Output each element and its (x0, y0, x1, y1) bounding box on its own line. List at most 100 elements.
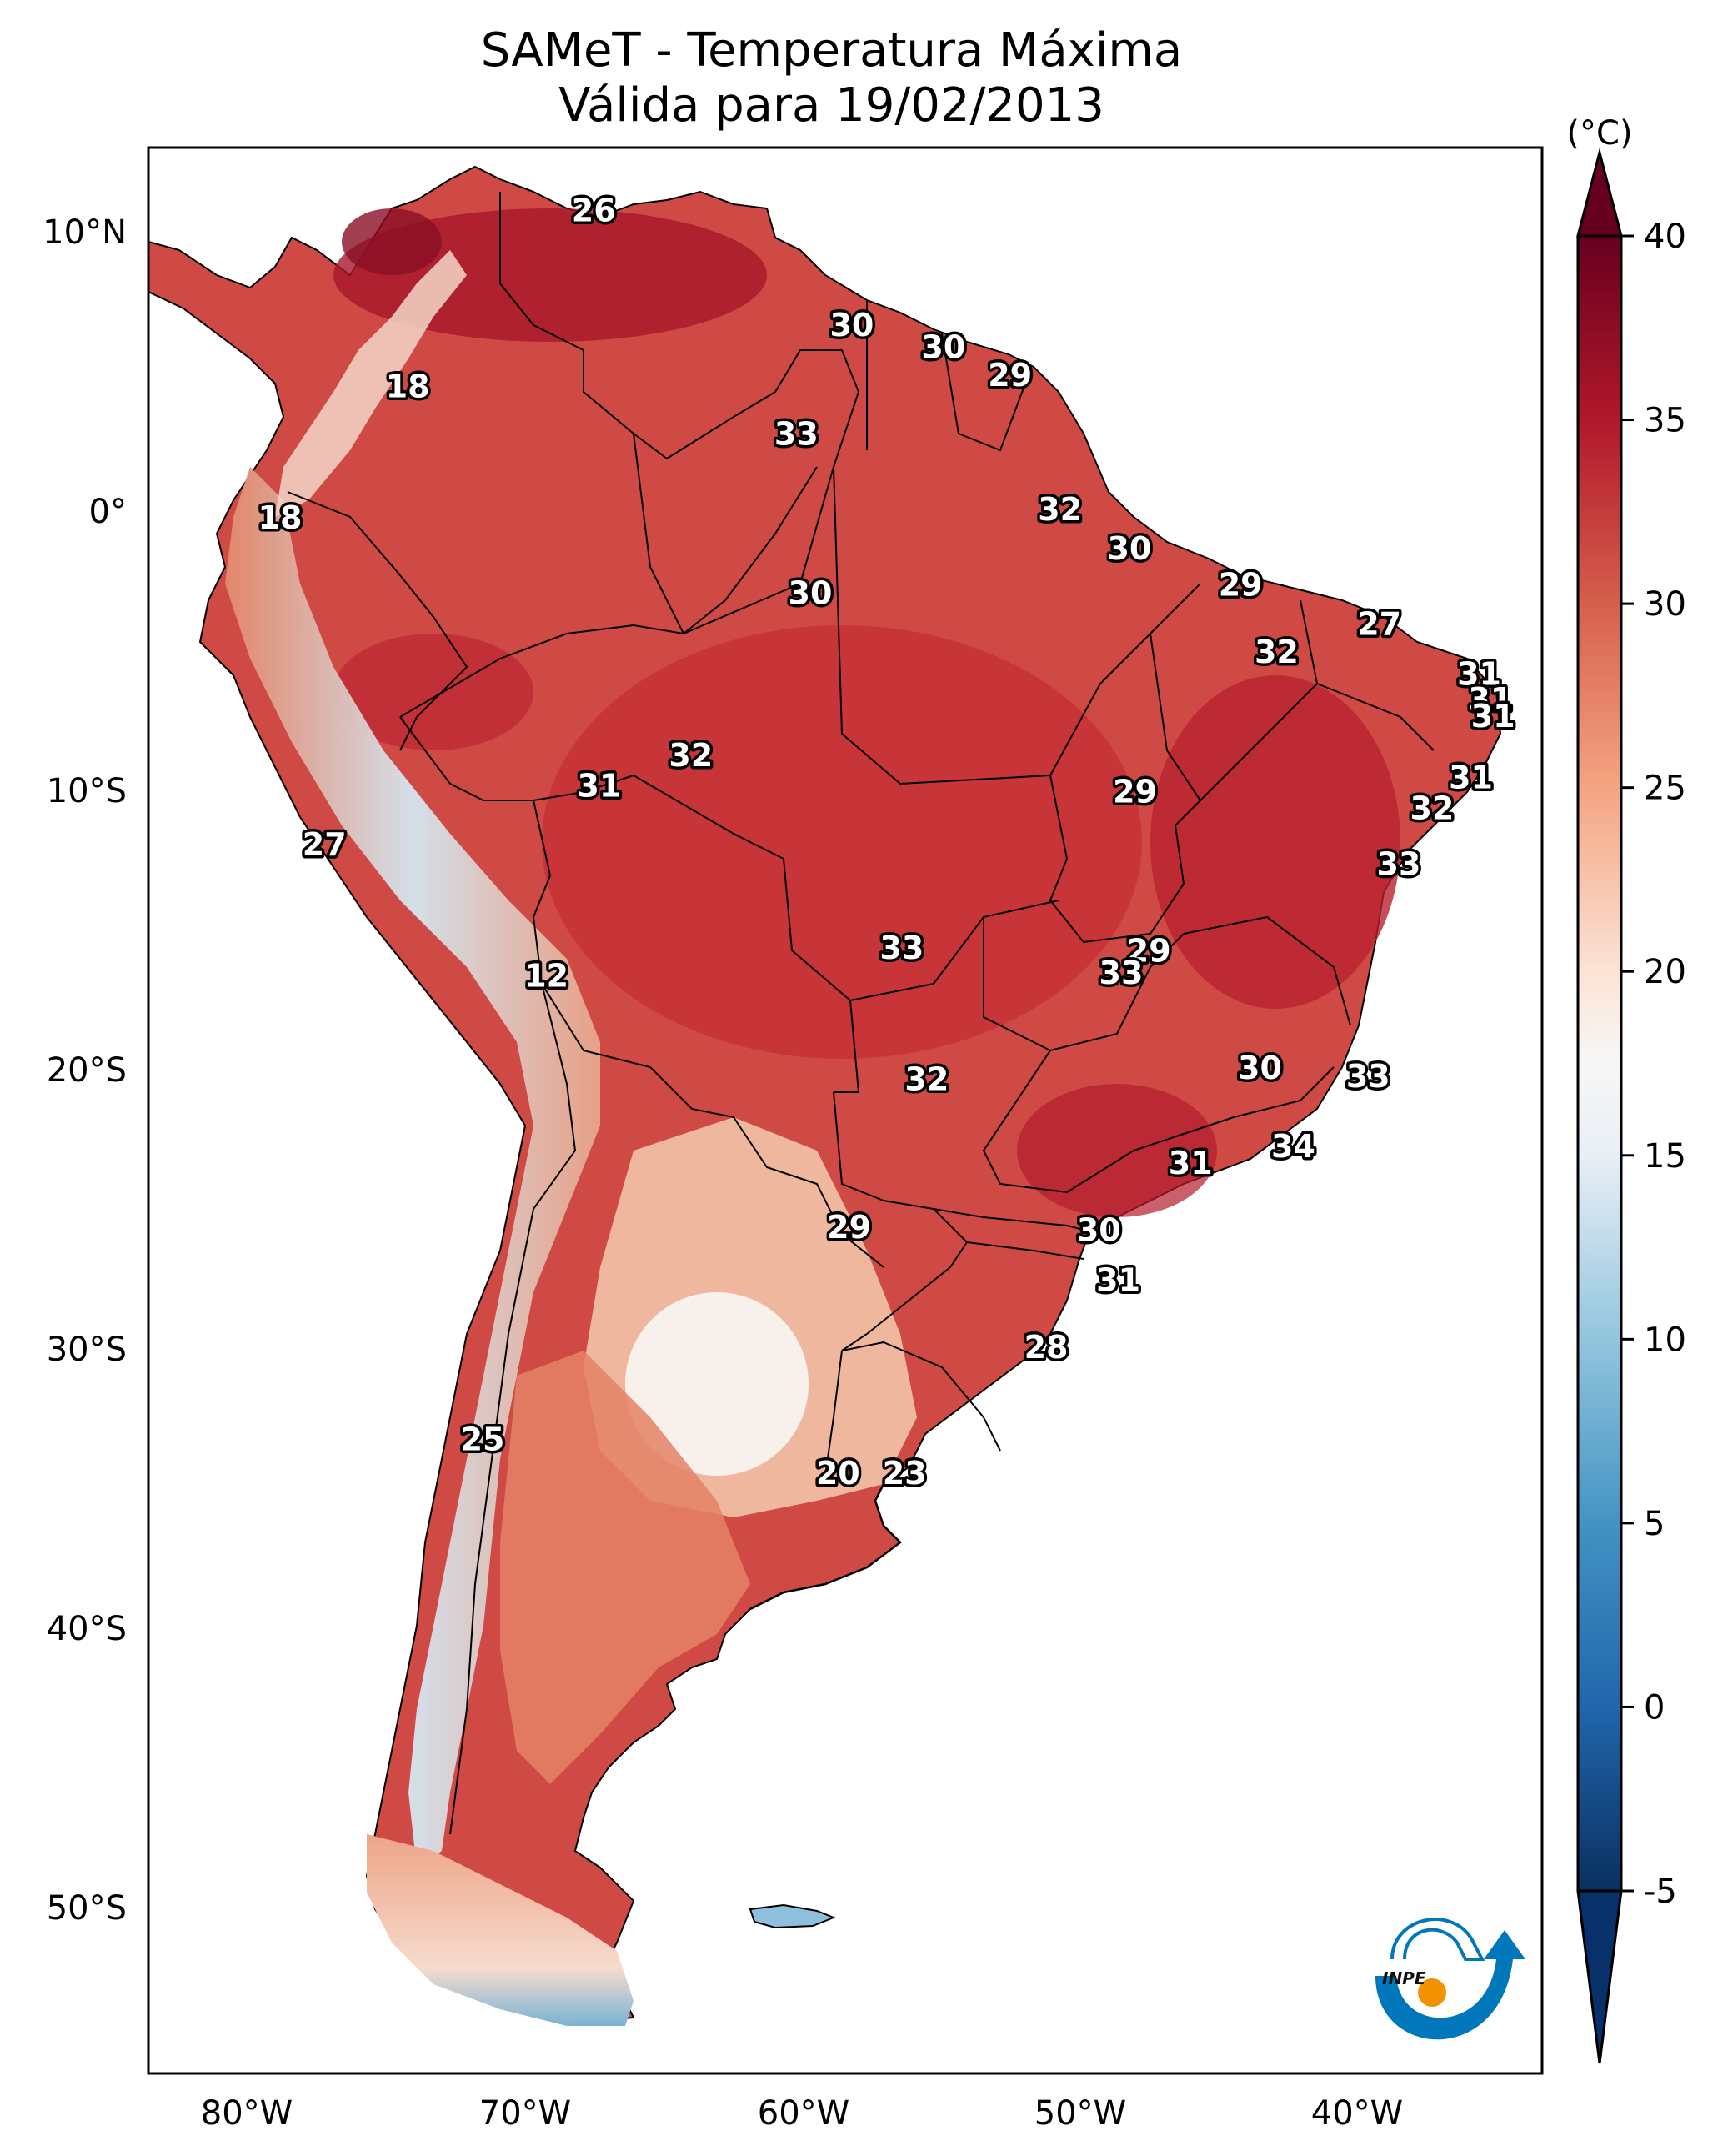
state-border-santa-catarina (966, 1241, 1084, 1260)
border-peru-bolivia-brazil (399, 716, 634, 801)
colorbar-extend-max (1576, 148, 1623, 238)
map-area (148, 165, 1502, 2026)
coastline (749, 1483, 902, 1611)
temperature-label: 28 (1024, 1329, 1069, 1366)
state-border-goias (983, 917, 1185, 1052)
temperature-label: 31 (1096, 1262, 1140, 1299)
y-tick-label: 40°S (47, 1610, 127, 1648)
x-tick-label: 70°W (479, 2094, 571, 2133)
temperature-label: 27 (303, 826, 347, 863)
andes-colombia-strip (275, 250, 467, 517)
colorbar-tick-label: 25 (1644, 770, 1686, 808)
y-tick-label: 50°S (47, 1889, 127, 1928)
colorbar-tick-label: -5 (1644, 1873, 1677, 1911)
state-border-parana (933, 1208, 1101, 1235)
state-border-minas-bahia (1183, 915, 1351, 1026)
country-borders (287, 192, 1435, 1835)
y-tick-label: 20°S (47, 1051, 127, 1090)
y-tick-label: 0° (89, 493, 127, 531)
temperature-label: 33 (1099, 955, 1144, 991)
y-tick-label: 10°S (47, 772, 127, 810)
state-border-para-maranhao (1049, 583, 1201, 776)
colorbar-tick-label: 0 (1644, 1688, 1665, 1727)
temperature-label: 31 (577, 768, 621, 805)
colorbar: (°C) 40 35 30 25 20 15 10 5 0 -5 (1566, 114, 1686, 2064)
y-tick-label: 10°N (43, 213, 127, 252)
border-uruguay-argentina (824, 1350, 843, 1477)
temperature-label: 31 (1468, 681, 1512, 718)
temperature-label: 31 (1457, 656, 1501, 693)
hot-region-central-brazil (542, 625, 1142, 1059)
temperature-label: 31 (1449, 760, 1493, 796)
state-border-para (833, 466, 1051, 785)
temperature-label: 34 (1271, 1128, 1315, 1165)
chart-subtitle: Válida para 19/02/2013 (558, 78, 1104, 133)
border-ecuador-peru (287, 491, 468, 751)
axes-frame (147, 146, 1544, 2075)
hot-region-peru-amazon (333, 634, 533, 750)
y-axis-ticks: 10°N 0° 10°S 20°S 30°S 40°S 50°S (43, 213, 127, 1928)
temperature-label: 33 (1377, 845, 1421, 882)
border-suriname-guiana (941, 333, 1026, 452)
temperature-label: 12 (524, 957, 568, 994)
x-tick-label: 50°W (1034, 2094, 1126, 2133)
cool-spot-cordoba (625, 1292, 809, 1476)
temperature-label: 29 (1127, 932, 1171, 969)
temperature-label: 18 (386, 369, 430, 405)
temperature-label: 18 (258, 499, 303, 536)
colorbar-ticks: 40 35 30 25 20 15 10 5 0 -5 (1621, 218, 1686, 1911)
hot-region-sao-paulo (1017, 1084, 1217, 1217)
temperature-label: 29 (1219, 566, 1263, 603)
temperature-label: 29 (827, 1209, 871, 1246)
temperature-label: 33 (774, 416, 819, 453)
colorbar-extend-min (1576, 1889, 1623, 2064)
tierra-del-fuego-cold (367, 1834, 634, 2026)
temperature-label: 30 (1077, 1211, 1121, 1248)
border-uruguay-brazil (841, 1341, 1001, 1452)
temperature-label: 30 (1238, 1050, 1282, 1086)
state-border-tocantins-bahia (1049, 775, 1201, 944)
falkland-islands (749, 1903, 836, 1929)
y-tick-label: 30°S (47, 1331, 127, 1369)
temperature-label: 25 (461, 1421, 505, 1458)
temperature-label: 29 (1113, 773, 1157, 810)
colorbar-gradient (1576, 234, 1623, 1893)
border-peru-brazil-north (399, 466, 818, 718)
temperature-label: 27 (1357, 605, 1401, 642)
colorbar-tick-label: 35 (1644, 402, 1686, 440)
state-border-pernambuco (1316, 683, 1435, 751)
temperature-label: 20 (816, 1455, 860, 1492)
temperature-label: 33 (1346, 1058, 1390, 1095)
temperature-label: 32 (1255, 634, 1299, 670)
temperature-label: 26 (572, 193, 616, 229)
state-border-roraima-amazonas (633, 433, 834, 635)
state-border-mato-grosso-do-sul (834, 1000, 860, 1093)
temperature-label: 32 (904, 1060, 949, 1097)
x-axis-ticks: 80°W 70°W 60°W 50°W 40°W (201, 2094, 1403, 2133)
border-bolivia-peru-chile (532, 800, 651, 1068)
temperature-label: 29 (988, 357, 1032, 394)
x-tick-label: 40°W (1311, 2094, 1403, 2133)
temperature-label: 32 (1410, 790, 1454, 826)
colorbar-tick-label: 10 (1644, 1321, 1686, 1359)
logo-arc-icon (1390, 1918, 1485, 1961)
border-paraguay-brazil (833, 1091, 969, 1268)
temperature-label: 31 (1471, 698, 1515, 735)
state-border-mato-grosso (633, 775, 1059, 1002)
hot-spot-colombia (342, 208, 442, 275)
x-tick-label: 60°W (758, 2094, 849, 2133)
colorbar-unit-label: (°C) (1566, 114, 1632, 153)
border-bolivia-paraguay (649, 1066, 884, 1268)
inpe-logo: INPE (1375, 1918, 1525, 2040)
temperature-label: 32 (1038, 491, 1082, 528)
temperature-label: 31 (1169, 1145, 1213, 1181)
colorbar-tick-label: 15 (1644, 1137, 1686, 1176)
warm-region-patagonia (500, 1351, 750, 1784)
hot-region-bahia (1150, 675, 1400, 1009)
temperature-label: 23 (883, 1455, 927, 1492)
andes-cold-strip (225, 467, 600, 1868)
colorbar-tick-label: 5 (1644, 1505, 1665, 1543)
colorbar-tick-label: 20 (1644, 953, 1686, 991)
